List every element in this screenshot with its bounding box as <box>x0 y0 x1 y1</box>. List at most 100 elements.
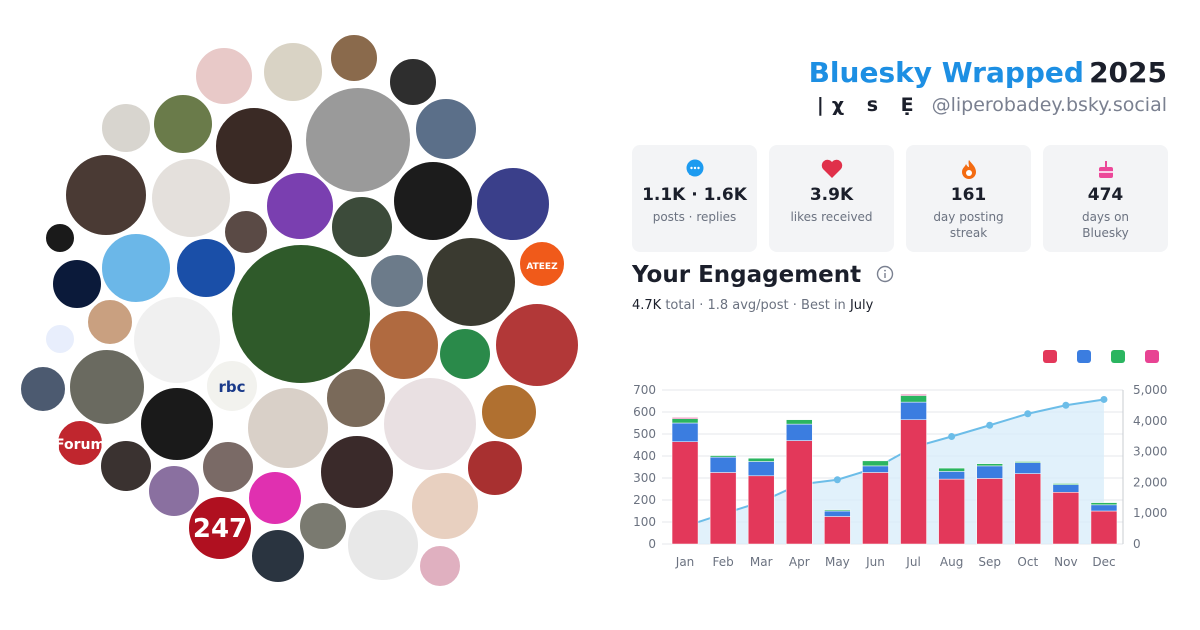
avatar[interactable] <box>147 464 201 518</box>
avatar[interactable] <box>139 386 215 462</box>
avatar[interactable] <box>518 240 566 288</box>
section-title-text: Your Engagement <box>632 262 862 288</box>
avatar[interactable] <box>304 86 412 194</box>
y-tick-label: 0 <box>648 537 656 551</box>
avatar[interactable] <box>480 383 538 441</box>
bar-segment <box>671 422 699 442</box>
avatar[interactable] <box>369 253 425 309</box>
icon <box>686 159 703 177</box>
y2-tick-label: 0 <box>1133 537 1141 551</box>
stat-value: 161 <box>950 185 987 205</box>
avatar[interactable] <box>438 327 492 381</box>
icon <box>821 159 842 178</box>
legend-icon[interactable] <box>1145 350 1159 363</box>
avatar[interactable] <box>56 419 104 467</box>
stat-label: days on Bluesky <box>1081 210 1130 240</box>
section-title: Your Engagement <box>632 262 894 288</box>
bar-segment <box>709 455 737 458</box>
legend-icon[interactable] <box>1043 350 1057 363</box>
avatar[interactable] <box>205 359 259 413</box>
avatar[interactable] <box>187 495 253 561</box>
y-tick-label: 500 <box>633 427 656 441</box>
stat-value: 1.1K · 1.6K <box>642 185 747 205</box>
avatar[interactable] <box>68 348 146 426</box>
avatar[interactable] <box>382 376 478 472</box>
y2-tick-label: 4,000 <box>1133 414 1167 428</box>
stat-value: 474 <box>1087 185 1124 205</box>
avatar[interactable] <box>201 440 255 494</box>
line-point <box>948 433 956 441</box>
total: 4.7K <box>632 298 662 313</box>
avatar[interactable] <box>44 222 76 254</box>
avatar[interactable] <box>86 298 134 346</box>
avatar[interactable] <box>214 106 294 186</box>
avatar[interactable] <box>494 302 580 388</box>
avatar[interactable] <box>330 195 394 259</box>
avatar[interactable] <box>368 309 440 381</box>
avatar[interactable] <box>425 236 517 328</box>
legend-icon[interactable] <box>1077 350 1091 363</box>
avatar[interactable] <box>466 439 524 497</box>
x-tick-label: Feb <box>713 555 734 569</box>
avatar[interactable] <box>64 153 148 237</box>
avatar[interactable] <box>230 243 372 385</box>
x-tick-label: Sep <box>978 555 1001 569</box>
avatar[interactable] <box>150 157 232 239</box>
avatar[interactable] <box>388 57 438 107</box>
avatar[interactable] <box>265 171 335 241</box>
bar-segment <box>900 401 927 420</box>
avatar[interactable] <box>414 97 478 161</box>
avatar[interactable] <box>346 508 420 582</box>
bar-segment <box>1090 510 1118 545</box>
avatar[interactable] <box>392 160 474 242</box>
avatar[interactable] <box>19 365 67 413</box>
bar-segment <box>900 394 927 396</box>
avatar[interactable] <box>262 41 324 103</box>
x-tick-label: Apr <box>789 555 810 569</box>
bar-segment <box>824 510 851 517</box>
bar-segment <box>938 467 965 472</box>
avatar[interactable] <box>100 102 152 154</box>
title: Bluesky Wrapped 2025 <box>809 56 1167 89</box>
avatar[interactable] <box>132 295 222 385</box>
legend-icon[interactable] <box>1111 350 1125 363</box>
icon <box>1098 161 1113 178</box>
bar-segment <box>786 419 813 425</box>
y2-tick-label: 2,000 <box>1133 475 1167 489</box>
bar-segment <box>786 440 813 545</box>
avatar[interactable] <box>99 439 153 493</box>
info-icon[interactable] <box>875 264 895 284</box>
avatar[interactable] <box>44 323 76 355</box>
bar-segment <box>747 475 775 545</box>
bar-segment <box>709 456 737 473</box>
avatar[interactable] <box>329 33 379 83</box>
line-point <box>833 476 841 484</box>
y-tick-label: 200 <box>633 493 656 507</box>
avatar[interactable] <box>100 232 172 304</box>
avatar[interactable] <box>319 434 395 510</box>
avatar[interactable] <box>247 470 303 526</box>
avatar[interactable] <box>152 93 214 155</box>
avatar[interactable] <box>418 544 462 588</box>
avatar[interactable] <box>194 46 254 106</box>
bar-segment <box>900 395 927 403</box>
avatar[interactable] <box>410 471 480 541</box>
bar-segment <box>1090 502 1118 506</box>
avatar[interactable] <box>246 386 330 470</box>
bar-segment <box>786 423 813 441</box>
avatar[interactable] <box>223 209 269 255</box>
avatar[interactable] <box>325 367 387 429</box>
avatar[interactable] <box>250 528 306 584</box>
avatar[interactable] <box>175 237 237 299</box>
bar-segment <box>1052 492 1080 545</box>
x-tick-label: Nov <box>1054 555 1077 569</box>
avatar[interactable] <box>51 258 103 310</box>
x-tick-label: Mar <box>750 555 773 569</box>
avatar[interactable] <box>298 501 348 551</box>
handle[interactable]: @liperobadey.bsky.social <box>931 94 1167 116</box>
bar-segment <box>1014 473 1042 545</box>
summary: 4.7K total · 1.8 avg/post · Best in July <box>632 298 873 313</box>
bar-segment <box>862 465 889 473</box>
avatar[interactable] <box>475 166 551 242</box>
